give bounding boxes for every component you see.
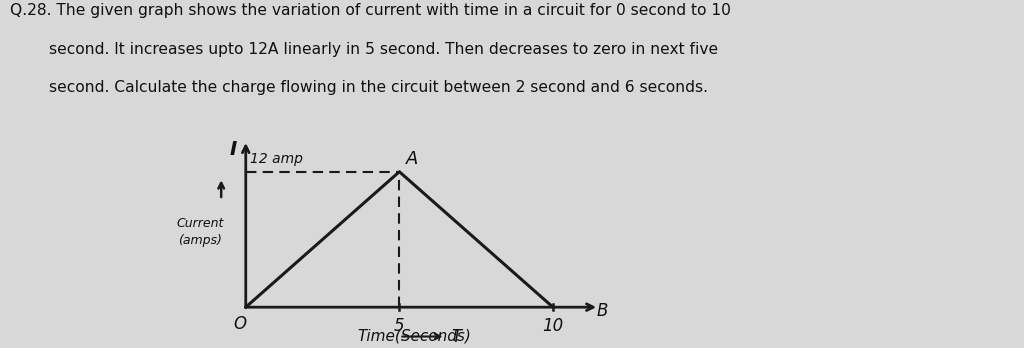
Text: (amps): (amps) [178,234,221,247]
Text: O: O [233,315,246,333]
Text: A: A [406,150,418,168]
Text: B: B [596,302,608,319]
Text: T: T [452,327,462,346]
Text: Time(Seconds): Time(Seconds) [357,329,472,343]
Text: 12 amp: 12 amp [250,152,303,166]
Text: Q.28. The given graph shows the variation of current with time in a circuit for : Q.28. The given graph shows the variatio… [10,3,731,18]
Text: Current: Current [176,217,223,230]
Text: 5: 5 [394,317,404,335]
Text: 10: 10 [543,317,563,335]
Text: second. Calculate the charge flowing in the circuit between 2 second and 6 secon: second. Calculate the charge flowing in … [10,80,709,95]
Text: second. It increases upto 12A linearly in 5 second. Then decreases to zero in ne: second. It increases upto 12A linearly i… [10,42,719,57]
Text: I: I [229,140,237,159]
